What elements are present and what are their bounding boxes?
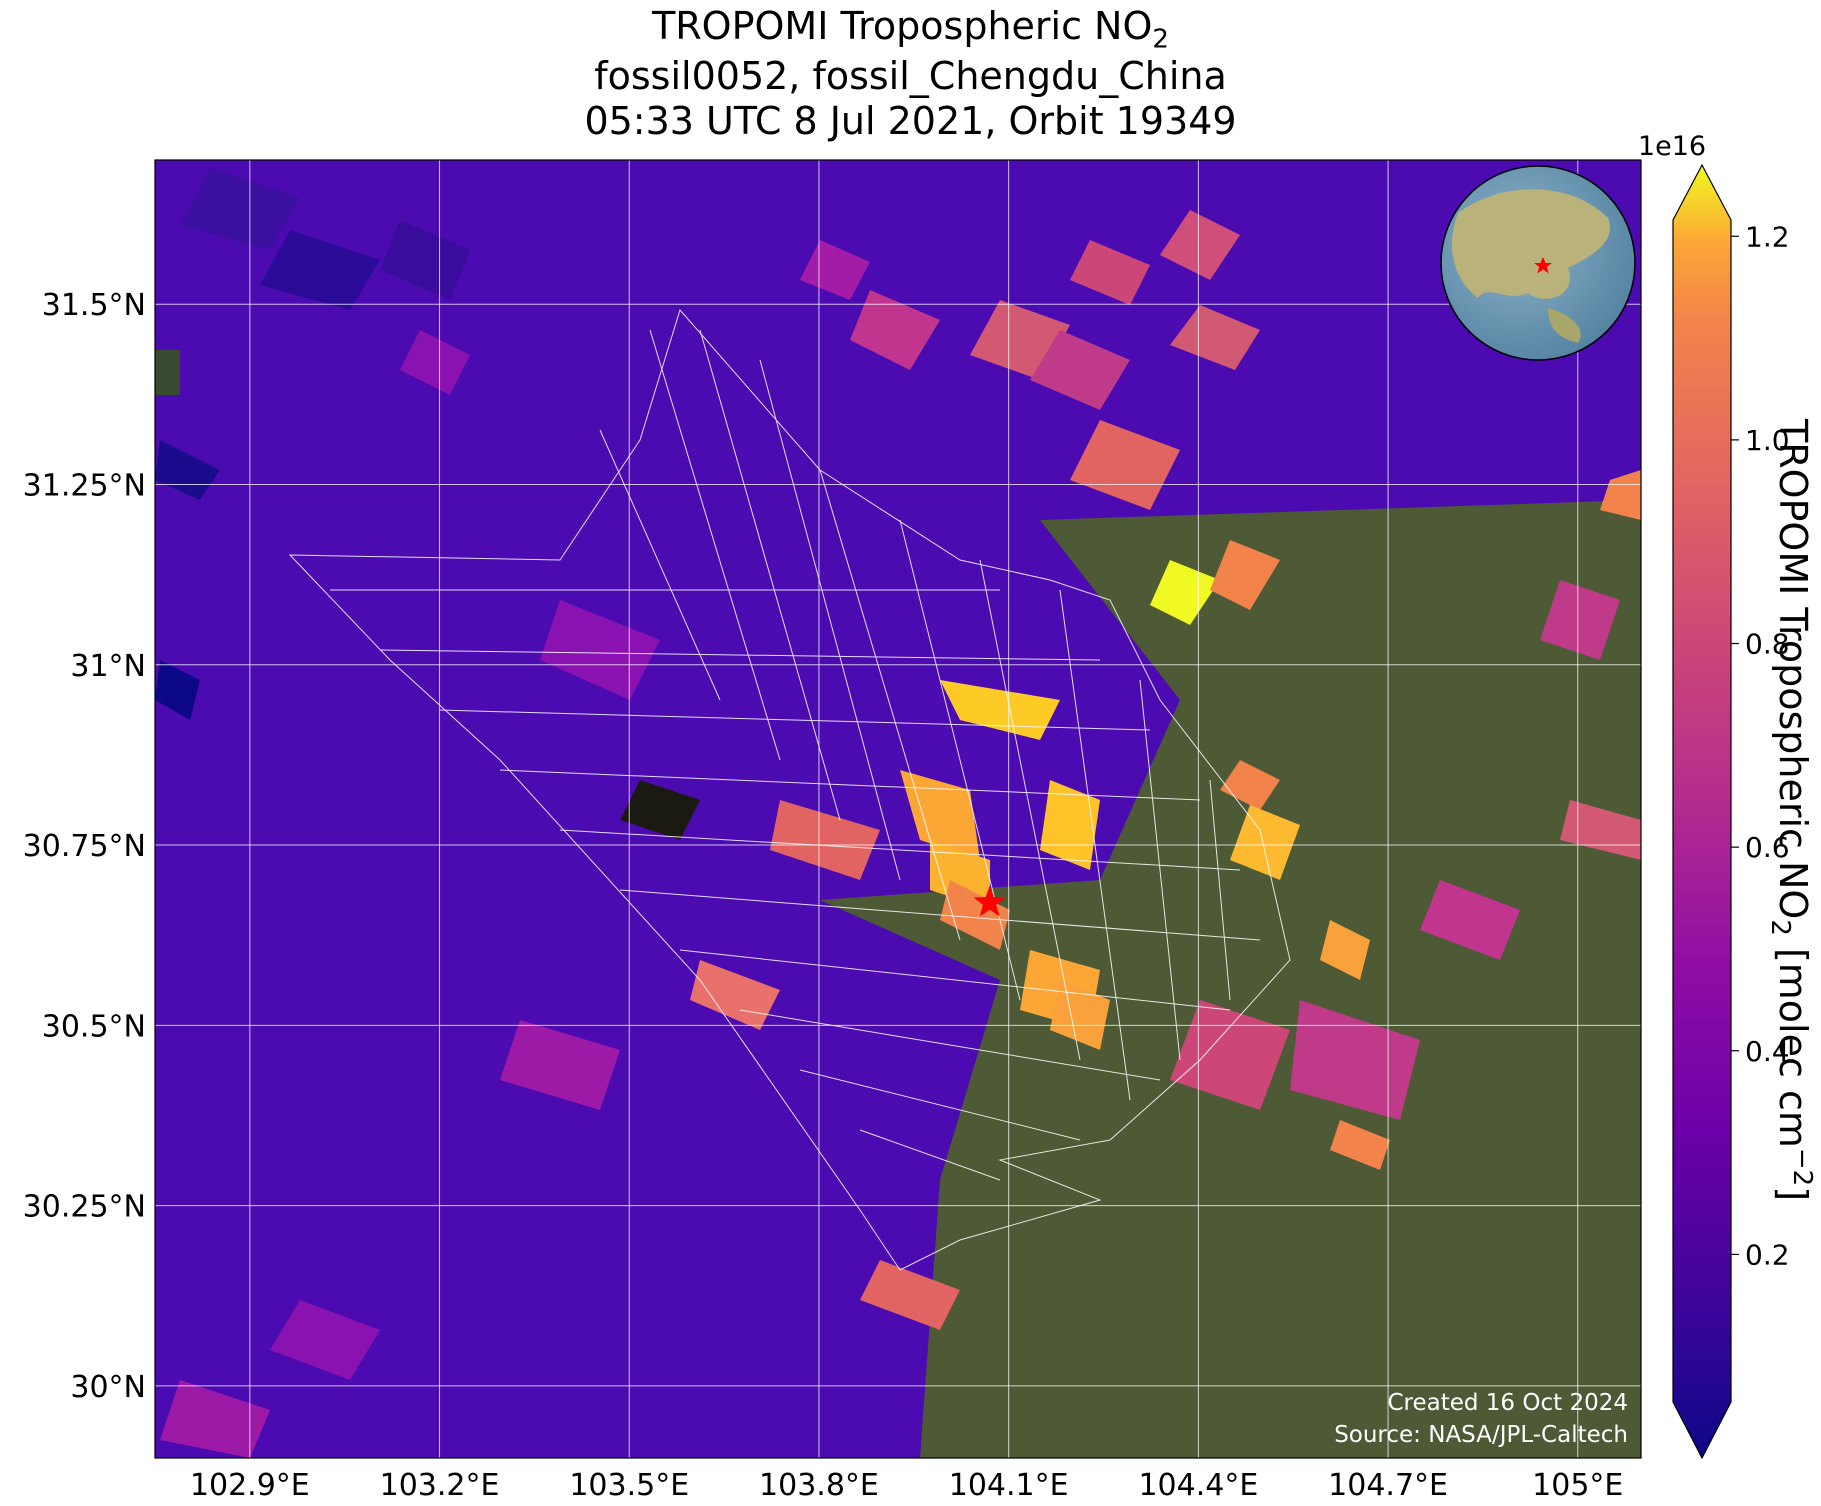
- globe-land: [1548, 308, 1581, 343]
- gridlines: [155, 160, 1641, 1458]
- lon-tick-label: 104.7°E: [1328, 1468, 1448, 1503]
- source-credit: Source: NASA/JPL-Caltech: [1334, 1422, 1628, 1448]
- colorbar-tick-label: 0.2: [1745, 1238, 1790, 1271]
- colorbar-tick-label: 0.6: [1745, 831, 1790, 864]
- created-date: Created 16 Oct 2024: [1387, 1390, 1628, 1416]
- satellite-imagery: [820, 500, 1641, 1458]
- colorbar-label-end: ]: [1771, 1186, 1815, 1201]
- lat-tick-label: 31°N: [70, 649, 146, 684]
- lon-tick-label: 105°E: [1532, 1468, 1623, 1503]
- colorbar: 1e16 0.2 0.4 0.6 0.8 1.0 1.2 TROPOMI Troposph…: [1638, 131, 1817, 1460]
- colorbar-tick-label: 1.2: [1745, 220, 1790, 253]
- colorbar-label-sup: −2: [1787, 1148, 1817, 1186]
- globe-star-icon: [1534, 257, 1552, 274]
- lon-tick-label: 102.9°E: [190, 1468, 310, 1503]
- map-frame: [154, 159, 1642, 1459]
- colorbar-ticks: 0.2 0.4 0.6 0.8 1.0 1.2: [1731, 220, 1790, 1271]
- globe-land: [1451, 189, 1610, 299]
- colorbar-label-unit: [molec cm: [1771, 936, 1815, 1148]
- inset-globe: [1440, 165, 1636, 361]
- lon-tick-label: 104.4°E: [1138, 1468, 1258, 1503]
- lat-tick-label: 30.75°N: [23, 829, 146, 864]
- title-main: TROPOMI Tropospheric NO: [652, 4, 1153, 48]
- colorbar-label: TROPOMI Tropospheric NO2 [molec cm−2]: [1765, 418, 1817, 1201]
- colorbar-tick-label: 1.0: [1745, 424, 1790, 457]
- lat-tick-label: 30.5°N: [42, 1009, 146, 1044]
- colorbar-tick-label: 0.8: [1745, 628, 1790, 661]
- lat-tick-label: 30.25°N: [23, 1190, 146, 1225]
- lon-tick-label: 103.5°E: [569, 1468, 689, 1503]
- credits: Created 16 Oct 2024 Source: NASA/JPL-Cal…: [1334, 1390, 1628, 1448]
- lat-tick-label: 31.25°N: [23, 469, 146, 504]
- lon-tick-label: 103.8°E: [759, 1468, 879, 1503]
- chart-title-line2: fossil0052, fossil_Chengdu_China: [594, 54, 1227, 98]
- colorbar-bar: [1672, 163, 1732, 1460]
- colorbar-tick-label: 0.4: [1745, 1035, 1790, 1068]
- lon-tick-label: 103.2°E: [380, 1468, 500, 1503]
- map-axes: 102.9°E 103.2°E 103.5°E 103.8°E 104.1°E 104.4…: [23, 288, 1624, 1503]
- colorbar-label-main: TROPOMI Tropospheric NO: [1771, 418, 1815, 919]
- lat-ticks: 31.5°N 31.25°N 31°N 30.75°N 30.5°N 30.25°N 30°…: [23, 288, 146, 1405]
- lon-tick-label: 104.1°E: [949, 1468, 1069, 1503]
- title-subscript: 2: [1152, 24, 1169, 55]
- chart-title-line3: 05:33 UTC 8 Jul 2021, Orbit 19349: [584, 99, 1237, 143]
- target-marker: [973, 885, 1006, 917]
- lon-ticks: 102.9°E 103.2°E 103.5°E 103.8°E 104.1°E 104.4…: [190, 1468, 1623, 1503]
- chart-title-line1: TROPOMI Tropospheric NO2: [0, 5, 1821, 61]
- star-icon: [973, 885, 1006, 917]
- lat-tick-label: 31.5°N: [42, 288, 146, 323]
- no2-pixels: [155, 168, 1641, 1458]
- lat-tick-label: 30°N: [70, 1370, 146, 1405]
- colorbar-label-sub: 2: [1765, 919, 1795, 936]
- map-panel: Created 16 Oct 2024 Source: NASA/JPL-Cal…: [154, 159, 1642, 1459]
- colorbar-scale: 1e16: [1638, 131, 1706, 162]
